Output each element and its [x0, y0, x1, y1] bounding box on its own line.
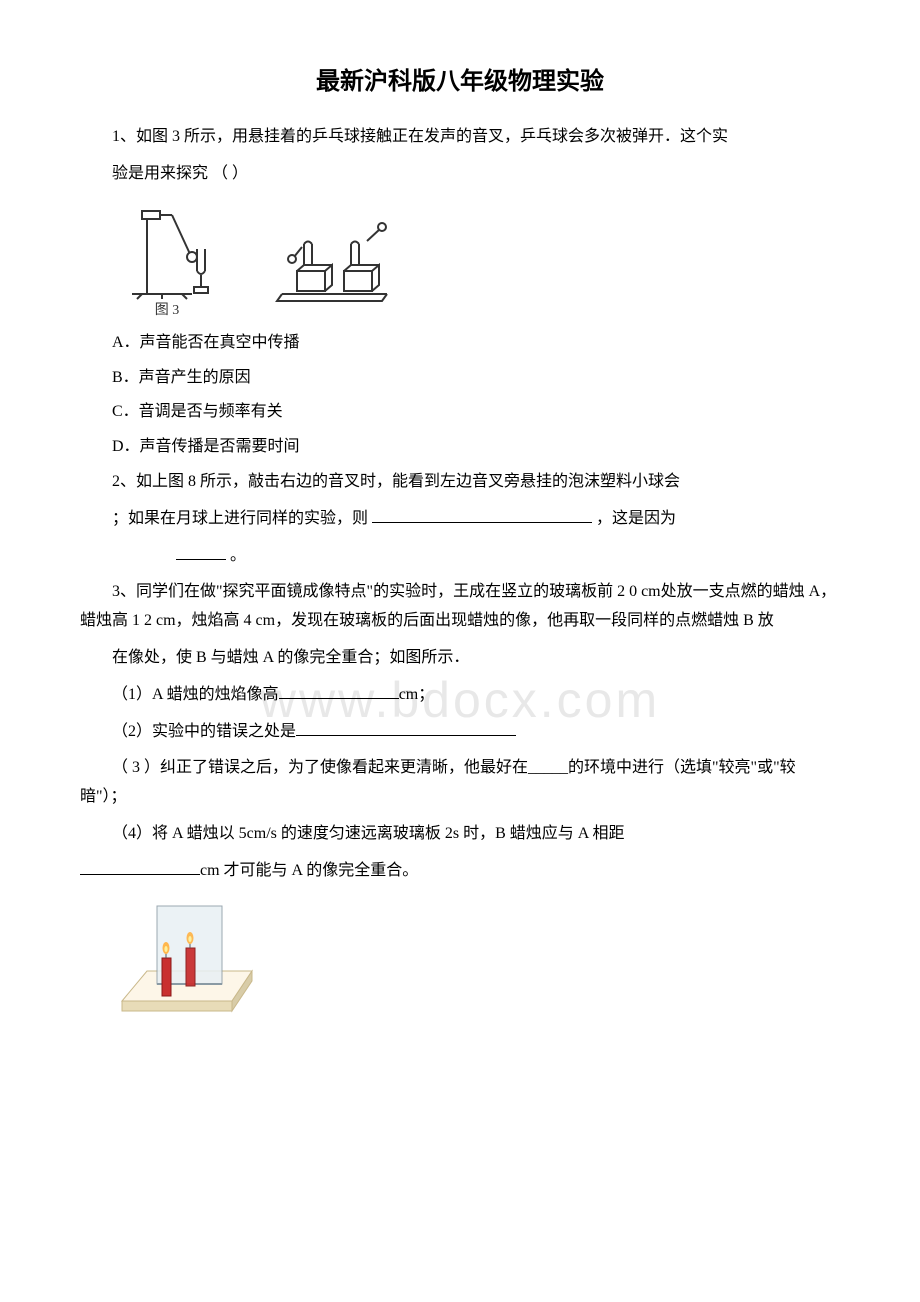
q1-option-c: C．音调是否与频率有关: [112, 398, 840, 427]
q3-para2: 在像处，使 B 与蜡烛 A 的像完全重合；如图所示．: [80, 644, 840, 673]
q1-prompt-line1: 1、如图 3 所示，用悬挂着的乒乓球接触正在发声的音叉，乒乓球会多次被弹开．这个…: [80, 123, 840, 152]
q1-option-a: A．声音能否在真空中传播: [112, 329, 840, 358]
q1-option-b: B．声音产生的原因: [112, 364, 840, 393]
document-content: 最新沪科版八年级物理实验 1、如图 3 所示，用悬挂着的乒乓球接触正在发声的音叉…: [80, 60, 840, 1036]
q1-option-d: D．声音传播是否需要时间: [112, 433, 840, 462]
q3-sub2-blank: [296, 720, 516, 736]
q3-sub1-prefix: （1）A 蜡烛的烛焰像高: [112, 686, 279, 703]
q3-sub1-suffix: cm；: [399, 686, 435, 703]
page-title: 最新沪科版八年级物理实验: [80, 60, 840, 103]
q2-line2-prefix: ；如果在月球上进行同样的实验，则: [112, 510, 368, 527]
q3-sub3: （ 3 ）纠正了错误之后，为了使像看起来更清晰，他最好在_____的环境中进行（…: [80, 754, 840, 812]
q3-sub1: （1）A 蜡烛的烛焰像高 cm；: [80, 681, 840, 710]
q3-figure: [112, 896, 840, 1036]
mirror-candles-icon: [112, 896, 262, 1036]
tuning-fork-diagram-icon: 图 3: [112, 199, 412, 319]
q2-line3: 。: [80, 542, 840, 571]
q2-blank-2: [176, 544, 226, 560]
q2-blank-1: [372, 507, 592, 523]
q2-line2: ；如果在月球上进行同样的实验，则 ，这是因为: [80, 505, 840, 534]
q1-figure: 图 3: [112, 199, 840, 319]
q2-line2-suffix: ，这是因为: [596, 510, 676, 527]
q3-sub4-cont: cm 才可能与 A 的像完全重合。: [80, 857, 840, 886]
q3-sub4-suffix: cm 才可能与 A 的像完全重合。: [200, 862, 418, 879]
q3-sub2: （2）实验中的错误之处是: [80, 718, 840, 747]
q3-sub4-prefix: （4）将 A 蜡烛以 5cm/s 的速度匀速远离玻璃板 2s 时，B 蜡烛应与 …: [112, 825, 624, 842]
q2-line1: 2、如上图 8 所示，敲击右边的音叉时，能看到左边音叉旁悬挂的泡沫塑料小球会: [80, 468, 840, 497]
figure-3-label: 图 3: [155, 303, 180, 318]
q2-period: 。: [230, 547, 246, 564]
q3-sub1-blank: [279, 683, 399, 699]
q3-sub4: （4）将 A 蜡烛以 5cm/s 的速度匀速远离玻璃板 2s 时，B 蜡烛应与 …: [80, 820, 840, 849]
q3-para1: 3、同学们在做"探究平面镜成像特点"的实验时，王成在竖立的玻璃板前 2 0 cm…: [80, 578, 840, 636]
q1-prompt-line2: 验是用来探究 （ ）: [80, 160, 840, 189]
q3-sub4-blank: [80, 859, 200, 875]
q3-sub2-prefix: （2）实验中的错误之处是: [112, 723, 296, 740]
